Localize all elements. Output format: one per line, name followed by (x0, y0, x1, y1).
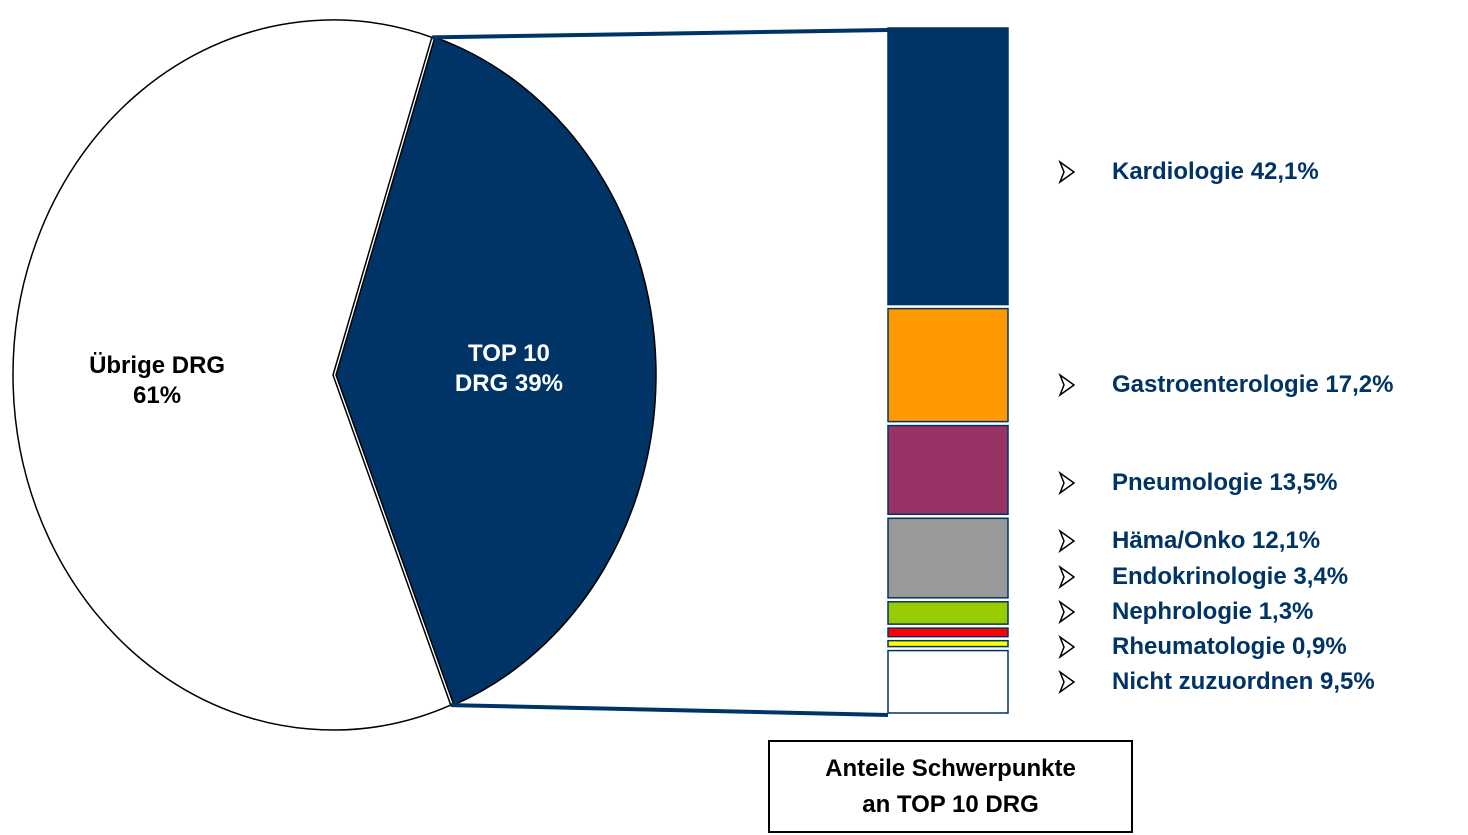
legend-arrow (1058, 159, 1076, 185)
pie-slice (12, 19, 452, 731)
legend-entry: Kardiologie 42,1% (1112, 153, 1452, 191)
slice-label: Übrige DRG 61% (72, 351, 242, 411)
bar-title: Anteile Schwerpunkte an TOP 10 DRG (768, 740, 1133, 833)
slice-value: 61% (133, 382, 182, 410)
legend-entry: Häma/Onko 12,1% (1112, 522, 1452, 560)
bar-segment (887, 649, 1009, 714)
bar-segment (887, 27, 1009, 306)
legend-name: Nicht zuzuordnen (1112, 668, 1314, 695)
legend-value: 42,1% (1250, 158, 1319, 185)
legend-arrow (1058, 669, 1076, 695)
legend-value: 12,1% (1252, 527, 1321, 554)
legend-entry: Pneumologie 13,5% (1112, 464, 1452, 502)
bar-segment (887, 639, 1009, 648)
legend-entry: Gastroenterologie 17,2% (1112, 366, 1402, 404)
bar-segment (887, 627, 1009, 638)
bar-segment (887, 517, 1009, 599)
slice-category: Übrige DRG (89, 352, 226, 380)
legend-arrow (1058, 470, 1076, 496)
legend-arrow (1058, 528, 1076, 554)
legend-name: Pneumologie (1112, 469, 1263, 496)
connector (450, 703, 889, 717)
legend-arrow (1058, 372, 1076, 398)
bar-segment (887, 424, 1009, 516)
legend-value: 17,2% (1325, 371, 1394, 398)
legend-entry: Endokrinologie 3,4% (1112, 558, 1452, 596)
legend-value: 0,9% (1292, 633, 1347, 660)
legend-entry: Rheumatologie 0,9% (1112, 628, 1452, 666)
slice-category: TOP 10 DRG (454, 339, 550, 397)
legend-value: 13,5% (1269, 469, 1338, 496)
legend-arrow (1058, 564, 1076, 590)
legend-name: Rheumatologie (1112, 633, 1286, 660)
legend-arrow (1058, 634, 1076, 660)
legend-entry: Nephrologie 1,3% (1112, 593, 1452, 631)
slice-value: 39% (514, 369, 563, 397)
legend-arrow (1058, 599, 1076, 625)
legend-name: Häma/Onko (1112, 527, 1246, 554)
legend-value: 9,5% (1320, 668, 1375, 695)
legend-value: 3,4% (1293, 563, 1349, 590)
legend-name: Nephrologie (1112, 598, 1253, 625)
bar-segment (887, 307, 1009, 423)
legend-name: Kardiologie (1112, 158, 1245, 185)
legend-entry: Nicht zuzuordnen 9,5% (1112, 663, 1452, 701)
bar-segment (887, 601, 1009, 625)
pie-slice (335, 36, 657, 706)
legend-value: 1,3% (1258, 598, 1314, 625)
connector (431, 28, 889, 40)
legend-name: Endokrinologie (1112, 563, 1287, 590)
slice-label: TOP 10 DRG 39% (444, 339, 574, 399)
legend-name: Gastroenterologie (1112, 371, 1319, 398)
